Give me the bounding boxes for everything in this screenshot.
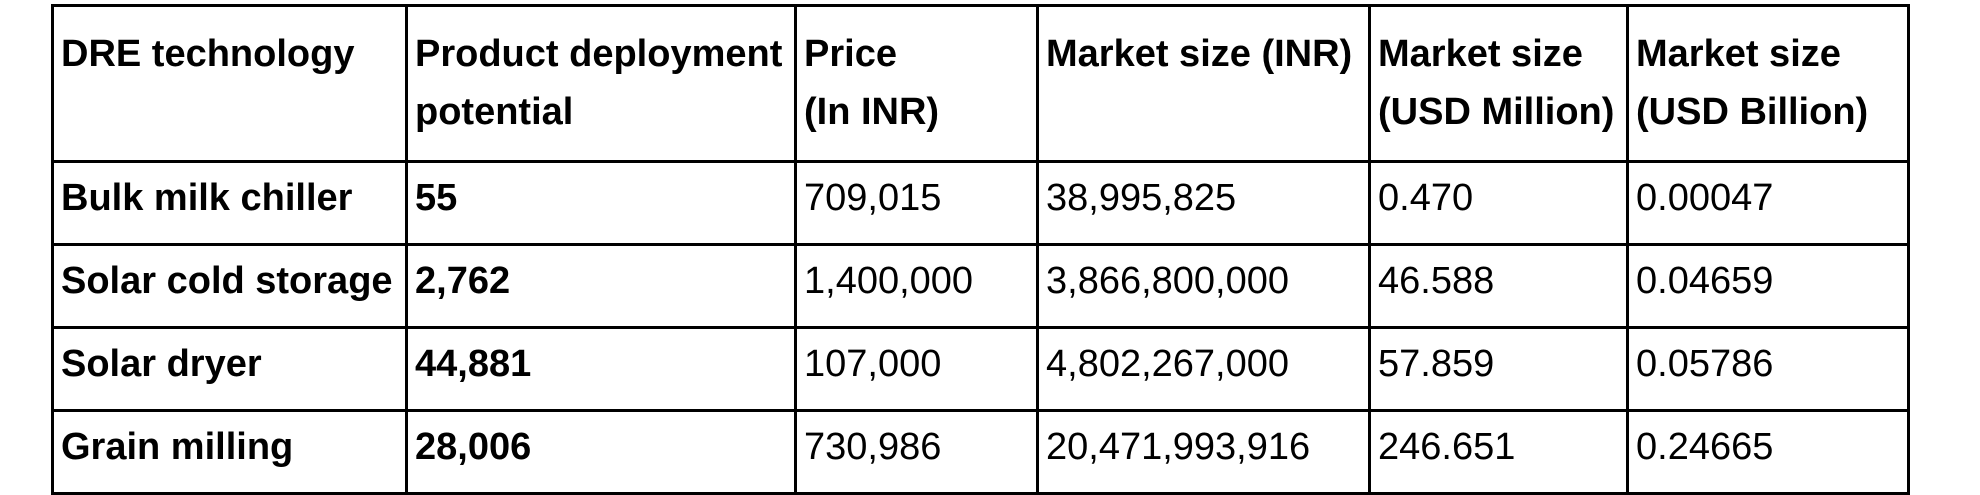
cell-technology: Solar cold storage [51,243,408,329]
cell-price: 107,000 [794,326,1039,412]
header-product-deployment-potential: Product deployment potential [405,4,797,163]
cell-market-size-inr: 4,802,267,000 [1036,326,1371,412]
cell-market-size-usd-billion: 0.05786 [1626,326,1910,412]
header-market-size-usd-billion: Market size (USD Billion) [1626,4,1910,163]
header-market-size-inr: Market size (INR) [1036,4,1371,163]
header-dre-technology: DRE technology [51,4,408,163]
cell-market-size-inr: 38,995,825 [1036,160,1371,246]
table-header-row: DRE technology Product deployment potent… [51,4,1910,163]
cell-technology: Bulk milk chiller [51,160,408,246]
cell-deployment-potential: 28,006 [405,409,797,495]
cell-market-size-usd-million: 0.470 [1368,160,1629,246]
header-line: Market size (INR) [1046,33,1353,75]
cell-technology: Solar dryer [51,326,408,412]
table-row: Bulk milk chiller 55 709,015 38,995,825 … [51,160,1910,246]
header-line: Price [804,33,897,75]
header-line: potential [415,91,574,133]
cell-market-size-usd-billion: 0.00047 [1626,160,1910,246]
cell-market-size-usd-billion: 0.24665 [1626,409,1910,495]
cell-market-size-usd-billion: 0.04659 [1626,243,1910,329]
table-row: Solar cold storage 2,762 1,400,000 3,866… [51,243,1910,329]
cell-deployment-potential: 44,881 [405,326,797,412]
table-row: Grain milling 28,006 730,986 20,471,993,… [51,409,1910,495]
cell-deployment-potential: 55 [405,160,797,246]
cell-market-size-usd-million: 246.651 [1368,409,1629,495]
header-line: Market size [1636,33,1841,75]
header-line: DRE technology [61,33,355,75]
header-line: (USD Million) [1378,91,1615,133]
cell-market-size-usd-million: 46.588 [1368,243,1629,329]
cell-price: 730,986 [794,409,1039,495]
cell-deployment-potential: 2,762 [405,243,797,329]
cell-market-size-usd-million: 57.859 [1368,326,1629,412]
cell-technology: Grain milling [51,409,408,495]
header-line: Product deployment [415,33,783,75]
header-market-size-usd-million: Market size (USD Million) [1368,4,1629,163]
cell-price: 709,015 [794,160,1039,246]
header-price-inr: Price (In INR) [794,4,1039,163]
table-row: Solar dryer 44,881 107,000 4,802,267,000… [51,326,1910,412]
header-line: Market size [1378,33,1583,75]
dre-market-table: DRE technology Product deployment potent… [51,4,1910,495]
header-line: (USD Billion) [1636,91,1869,133]
header-line: (In INR) [804,91,940,133]
cell-price: 1,400,000 [794,243,1039,329]
cell-market-size-inr: 3,866,800,000 [1036,243,1371,329]
cell-market-size-inr: 20,471,993,916 [1036,409,1371,495]
